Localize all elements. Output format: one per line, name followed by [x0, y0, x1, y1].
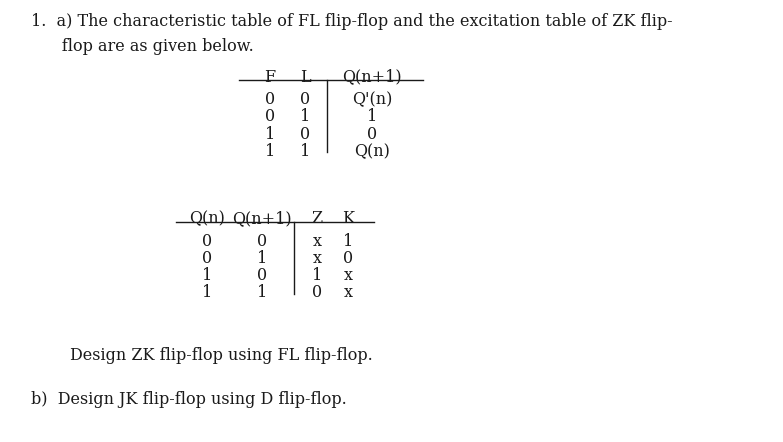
Text: Q(n): Q(n)	[354, 143, 390, 160]
Text: 1: 1	[366, 108, 377, 125]
Text: F: F	[265, 69, 276, 85]
Text: 1: 1	[343, 233, 354, 250]
Text: 1: 1	[202, 284, 213, 301]
Text: 1: 1	[312, 267, 323, 284]
Text: 0: 0	[367, 126, 377, 142]
Text: 1: 1	[300, 108, 311, 125]
Text: 0: 0	[203, 233, 212, 250]
Text: 0: 0	[265, 108, 275, 125]
Text: Design ZK flip-flop using FL flip-flop.: Design ZK flip-flop using FL flip-flop.	[70, 347, 373, 364]
Text: 0: 0	[265, 91, 275, 108]
Text: Q(n+1): Q(n+1)	[342, 69, 402, 85]
Text: x: x	[344, 284, 353, 301]
Text: Q'(n): Q'(n)	[352, 91, 392, 108]
Text: 1: 1	[257, 284, 268, 301]
Text: 0: 0	[258, 267, 267, 284]
Text: x: x	[344, 267, 353, 284]
Text: Q(n+1): Q(n+1)	[233, 210, 292, 227]
Text: 0: 0	[301, 91, 310, 108]
Text: 0: 0	[203, 250, 212, 267]
Text: 0: 0	[312, 284, 322, 301]
Text: x: x	[312, 250, 322, 267]
Text: 0: 0	[301, 126, 310, 142]
Text: 1: 1	[265, 126, 276, 142]
Text: 1: 1	[257, 250, 268, 267]
Text: 0: 0	[344, 250, 353, 267]
Text: 0: 0	[258, 233, 267, 250]
Text: x: x	[312, 233, 322, 250]
Text: L: L	[300, 69, 311, 85]
Text: Z: Z	[312, 210, 323, 227]
Text: 1: 1	[202, 267, 213, 284]
Text: 1: 1	[265, 143, 276, 160]
Text: flop are as given below.: flop are as given below.	[31, 38, 254, 54]
Text: 1: 1	[300, 143, 311, 160]
Text: b)  Design JK flip-flop using D flip-flop.: b) Design JK flip-flop using D flip-flop…	[31, 391, 347, 408]
Text: 1.  a) The characteristic table of FL flip-flop and the excitation table of ZK f: 1. a) The characteristic table of FL fli…	[31, 13, 673, 30]
Text: K: K	[342, 210, 355, 227]
Text: Q(n): Q(n)	[189, 210, 226, 227]
